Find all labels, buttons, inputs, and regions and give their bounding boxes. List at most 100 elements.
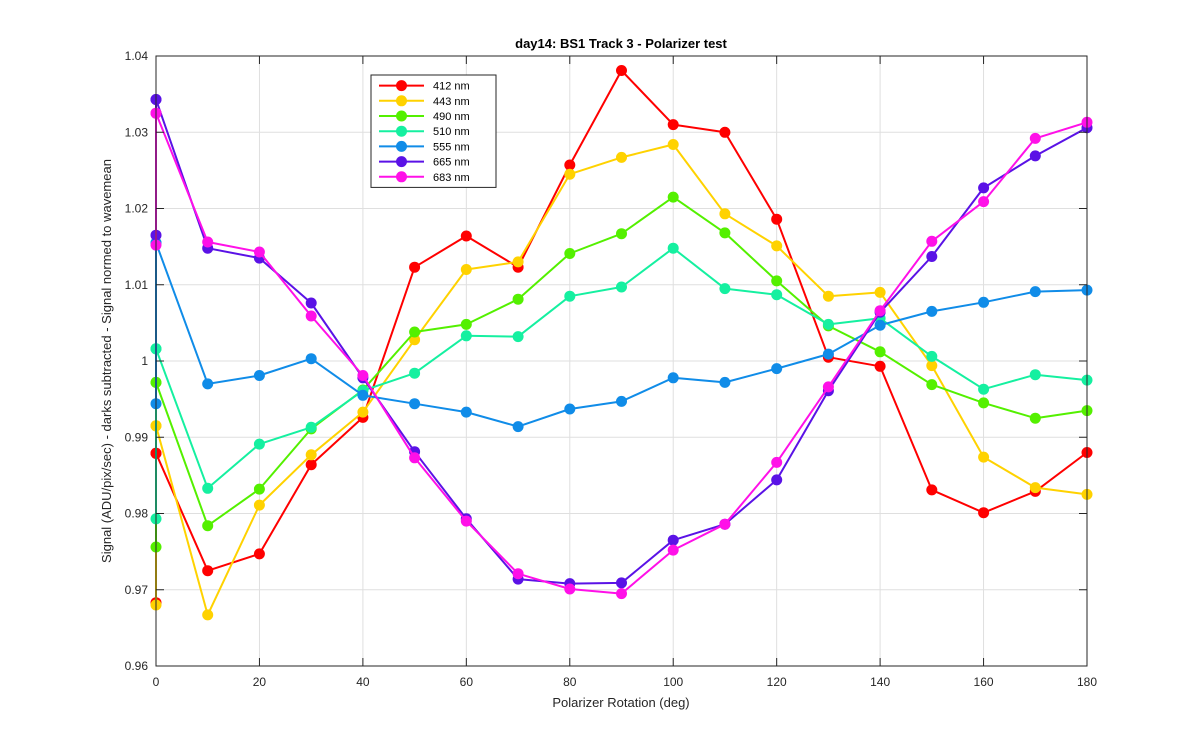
data-point-683-nm bbox=[719, 518, 731, 530]
ticks: 0 20 40 60 80 100 120 140 160 180 0.96 0.97 0.98 0.99… bbox=[125, 49, 1098, 689]
y-tick-label: 0.98 bbox=[125, 507, 149, 521]
x-tick-label: 120 bbox=[767, 675, 787, 689]
data-point-490-nm bbox=[202, 520, 214, 532]
data-point-665-nm bbox=[305, 297, 317, 309]
data-point-412-nm bbox=[978, 507, 990, 519]
data-point-412-nm bbox=[305, 459, 317, 471]
data-point-412-nm bbox=[202, 565, 214, 577]
data-point-683-nm bbox=[305, 310, 317, 322]
data-point-412-nm bbox=[667, 119, 679, 131]
data-point-665-nm bbox=[771, 474, 783, 486]
y-tick-label: 0.97 bbox=[125, 583, 149, 597]
data-point-683-nm bbox=[253, 246, 265, 258]
data-point-683-nm bbox=[1029, 132, 1041, 144]
data-point-412-nm bbox=[719, 126, 731, 138]
data-point-443-nm bbox=[1029, 482, 1041, 494]
legend-label: 510 nm bbox=[433, 126, 470, 138]
data-point-490-nm bbox=[460, 318, 472, 330]
x-tick-label: 60 bbox=[460, 675, 474, 689]
data-point-510-nm bbox=[1029, 369, 1041, 381]
data-point-510-nm bbox=[202, 482, 214, 494]
data-point-683-nm bbox=[667, 544, 679, 556]
data-point-555-nm bbox=[719, 376, 731, 388]
data-point-510-nm bbox=[822, 318, 834, 330]
data-point-412-nm bbox=[409, 261, 421, 273]
data-point-665-nm bbox=[978, 182, 990, 194]
data-point-555-nm bbox=[771, 363, 783, 375]
data-point-555-nm bbox=[202, 378, 214, 390]
data-point-510-nm bbox=[305, 421, 317, 433]
data-point-510-nm bbox=[978, 383, 990, 395]
legend: 412 nm 443 nm 490 nm 510 nm 555 nm 665 nm 683 … bbox=[370, 74, 497, 188]
data-point-490-nm bbox=[512, 293, 524, 305]
data-point-683-nm bbox=[616, 588, 627, 600]
data-point-490-nm bbox=[1029, 412, 1041, 424]
data-point-510-nm bbox=[564, 290, 576, 302]
data-point-683-nm bbox=[926, 235, 938, 247]
data-point-412-nm bbox=[253, 548, 265, 560]
legend-swatch-marker bbox=[396, 171, 407, 183]
data-point-443-nm bbox=[667, 139, 679, 150]
chart-title: day14: BS1 Track 3 - Polarizer test bbox=[515, 36, 727, 51]
data-point-665-nm bbox=[667, 534, 679, 546]
data-point-665-nm bbox=[1029, 150, 1041, 162]
data-point-443-nm bbox=[771, 240, 783, 252]
data-point-490-nm bbox=[771, 275, 783, 287]
x-axis-label: Polarizer Rotation (deg) bbox=[552, 695, 689, 710]
data-point-443-nm bbox=[512, 256, 524, 268]
data-point-555-nm bbox=[357, 389, 369, 401]
data-point-490-nm bbox=[253, 483, 265, 495]
data-point-490-nm bbox=[564, 248, 576, 259]
x-tick-label: 40 bbox=[356, 675, 370, 689]
data-point-443-nm bbox=[719, 208, 731, 220]
legend-label: 412 nm bbox=[433, 81, 470, 93]
data-point-555-nm bbox=[305, 353, 317, 365]
data-point-555-nm bbox=[460, 406, 472, 418]
data-point-490-nm bbox=[874, 346, 886, 358]
data-point-490-nm bbox=[926, 379, 938, 391]
data-point-683-nm bbox=[564, 583, 576, 595]
data-point-683-nm bbox=[771, 456, 783, 468]
data-point-443-nm bbox=[926, 360, 938, 372]
data-point-443-nm bbox=[874, 286, 886, 298]
data-point-412-nm bbox=[874, 360, 886, 372]
x-tick-label: 180 bbox=[1077, 675, 1097, 689]
x-tick-label: 160 bbox=[974, 675, 994, 689]
legend-label: 665 nm bbox=[433, 157, 470, 169]
y-tick-label: 0.96 bbox=[125, 659, 149, 673]
data-point-555-nm bbox=[667, 372, 679, 384]
data-point-490-nm bbox=[719, 227, 731, 239]
y-tick-label: 0.99 bbox=[125, 430, 149, 444]
x-tick-label: 0 bbox=[153, 675, 160, 689]
data-point-665-nm bbox=[926, 251, 938, 262]
data-point-412-nm bbox=[460, 230, 472, 242]
data-point-443-nm bbox=[253, 499, 265, 511]
data-point-510-nm bbox=[719, 283, 731, 295]
data-point-683-nm bbox=[874, 305, 886, 317]
data-point-555-nm bbox=[409, 398, 421, 410]
legend-label: 555 nm bbox=[433, 141, 470, 153]
data-point-490-nm bbox=[616, 228, 627, 240]
data-point-412-nm bbox=[926, 484, 938, 496]
data-point-412-nm bbox=[564, 159, 576, 171]
y-axis-label: Signal (ADU/pix/sec) - darks subtracted … bbox=[99, 159, 114, 563]
y-tick-label: 1.03 bbox=[125, 125, 149, 139]
legend-swatch-marker bbox=[396, 140, 407, 152]
x-tick-label: 100 bbox=[663, 675, 683, 689]
data-point-555-nm bbox=[253, 370, 265, 381]
legend-swatch-marker bbox=[396, 110, 407, 122]
data-point-683-nm bbox=[460, 515, 472, 527]
data-point-510-nm bbox=[667, 242, 679, 254]
y-tick-label: 1 bbox=[141, 354, 148, 368]
data-point-412-nm bbox=[616, 65, 627, 76]
data-point-683-nm bbox=[822, 381, 834, 393]
data-point-510-nm bbox=[460, 330, 472, 342]
y-tick-label: 1.04 bbox=[125, 49, 149, 63]
y-tick-label: 1.02 bbox=[125, 202, 149, 216]
data-point-490-nm bbox=[667, 191, 679, 203]
data-point-555-nm bbox=[874, 319, 886, 331]
x-tick-label: 20 bbox=[253, 675, 267, 689]
data-point-443-nm bbox=[822, 290, 834, 302]
data-point-490-nm bbox=[409, 326, 421, 338]
data-point-683-nm bbox=[202, 236, 214, 248]
